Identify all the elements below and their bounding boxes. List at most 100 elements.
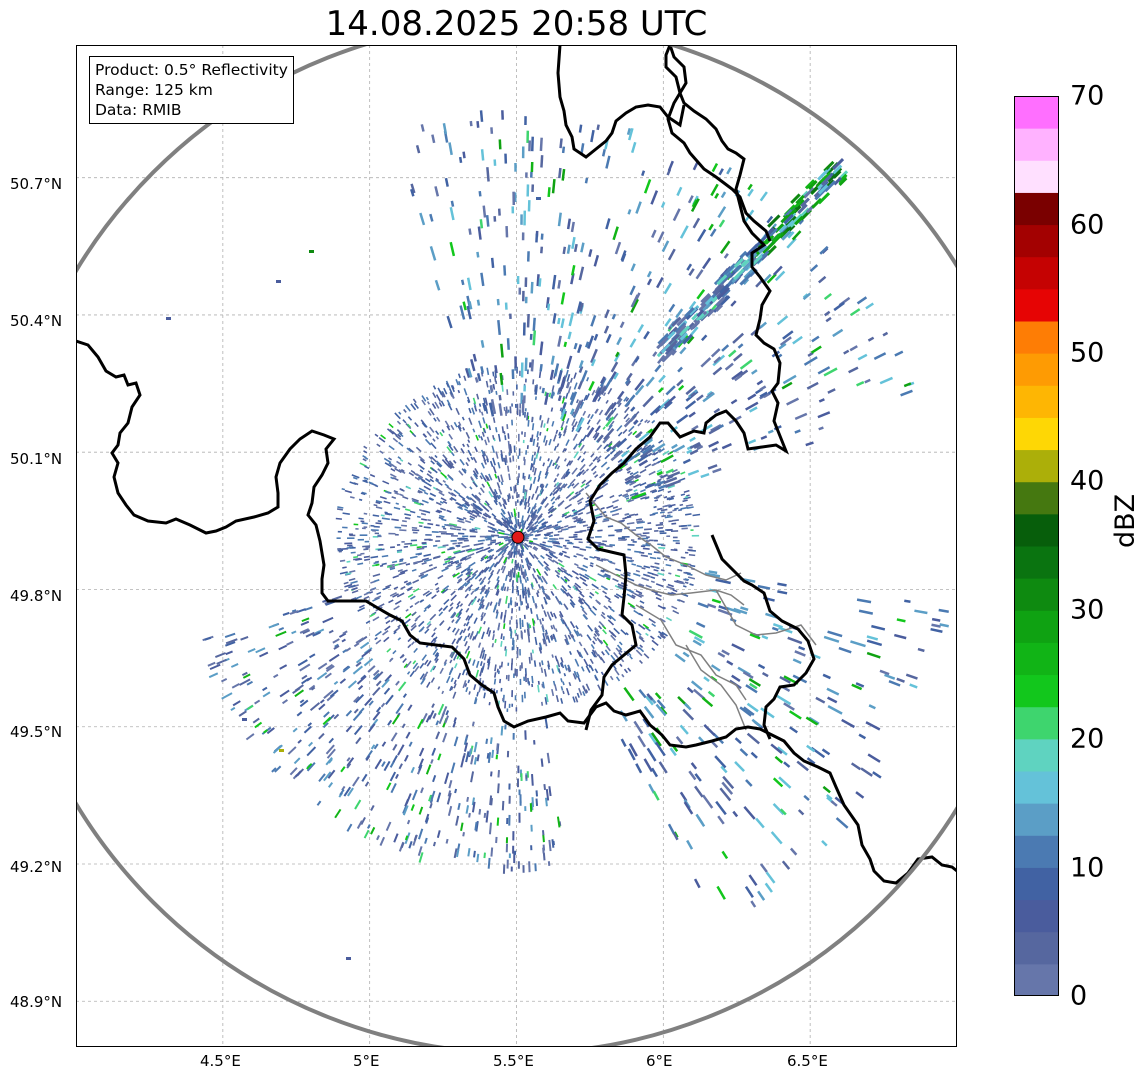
- echo-cell: [600, 585, 608, 591]
- echo-cell: [415, 552, 423, 556]
- echo-cell: [384, 674, 393, 683]
- echo-cell: [411, 529, 420, 532]
- echo-cell: [399, 493, 404, 497]
- echo-cell: [511, 658, 514, 665]
- echo-cell: [476, 299, 481, 306]
- echo-cell: [595, 515, 603, 519]
- echo-cell: [618, 468, 623, 473]
- echo-cell: [628, 589, 634, 593]
- echo-cell: [731, 674, 741, 682]
- echo-cell: [540, 155, 544, 168]
- echo-cell: [456, 578, 463, 584]
- echo-cell: [606, 446, 613, 453]
- echo-cell: [408, 741, 413, 747]
- echo-cell: [520, 515, 524, 524]
- echo-cell: [522, 865, 525, 873]
- echo-cell: [353, 696, 360, 703]
- echo-cell: [580, 605, 585, 610]
- echo-cell: [374, 671, 384, 681]
- echo-cell: [817, 366, 831, 375]
- echo-cell: [603, 558, 609, 562]
- echo-cell: [567, 667, 571, 673]
- echo-cell: [577, 511, 584, 516]
- echo-cell: [626, 372, 633, 381]
- echo-cell: [779, 675, 791, 684]
- echo-cell: [346, 762, 352, 769]
- radar-map[interactable]: [76, 45, 957, 1047]
- echo-cell: [772, 777, 784, 788]
- echo-cell: [402, 520, 407, 523]
- echo-cell: [564, 528, 569, 531]
- echo-cell: [629, 480, 635, 484]
- echo-cell: [600, 569, 605, 573]
- echo-cell: [771, 232, 782, 243]
- echo-cell: [387, 719, 393, 726]
- echo-cell: [426, 620, 432, 626]
- echo-cell: [714, 192, 720, 199]
- echo-cell: [688, 553, 696, 557]
- echo-cell: [564, 634, 569, 641]
- echo-cell: [448, 142, 453, 156]
- echo-cell: [481, 516, 487, 521]
- echo-cell: [671, 605, 678, 610]
- echo-cell: [609, 607, 615, 613]
- echo-cell: [866, 635, 879, 641]
- echo-cell: [525, 775, 528, 780]
- echo-cell: [445, 675, 451, 684]
- colorbar-segment: [1014, 674, 1059, 708]
- echo-cell: [555, 481, 560, 486]
- echo-cell: [531, 454, 534, 462]
- echo-cell: [358, 707, 365, 714]
- echo-cell: [652, 790, 660, 801]
- echo-cell: [417, 846, 423, 856]
- echo-cell: [443, 585, 450, 591]
- echo-cell: [508, 516, 512, 523]
- echo-cell: [434, 279, 441, 291]
- echo-cell: [459, 557, 467, 562]
- echo-cell: [772, 265, 783, 276]
- echo-cell: [564, 448, 568, 452]
- echo-cell: [522, 535, 530, 539]
- echo-cell: [469, 120, 473, 127]
- echo-cell: [609, 614, 617, 622]
- echo-cell: [542, 541, 546, 544]
- echo-cell: [556, 574, 560, 579]
- echo-cell: [619, 663, 623, 668]
- echo-cell: [417, 560, 424, 563]
- echo-cell: [817, 192, 831, 205]
- echo-cell: [562, 246, 567, 255]
- echo-cell: [520, 773, 523, 781]
- echo-cell: [469, 486, 473, 490]
- echo-cell: [481, 576, 487, 583]
- echo-cell: [594, 513, 601, 518]
- echo-cell: [525, 533, 532, 537]
- echo-cell: [457, 562, 463, 566]
- echo-cell: [515, 551, 518, 555]
- echo-cell: [560, 484, 565, 489]
- echo-cell: [334, 808, 342, 819]
- echo-cell: [455, 407, 460, 415]
- echo-cell: [538, 470, 542, 478]
- echo-cell: [523, 210, 527, 226]
- echo-cell: [643, 444, 648, 448]
- echo-cell: [651, 490, 658, 494]
- radar-site-marker[interactable]: [511, 530, 525, 544]
- echo-cell: [838, 646, 852, 654]
- echo-cell: [526, 184, 530, 197]
- echo-cell: [208, 672, 219, 679]
- echo-cell: [347, 544, 353, 547]
- echo-cell: [502, 503, 507, 510]
- echo-cell: [482, 649, 486, 653]
- echo-cell: [483, 459, 487, 465]
- echo-cell: [545, 629, 548, 635]
- echo-cell: [361, 522, 368, 525]
- echo-cell: [611, 512, 620, 517]
- echo-cell: [420, 419, 424, 424]
- echo-cell: [667, 160, 674, 172]
- echo-cell: [860, 767, 873, 777]
- echo-cell: [446, 315, 453, 329]
- echo-cell: [434, 401, 440, 409]
- echo-cell: [569, 632, 574, 638]
- echo-cell: [377, 534, 381, 537]
- echo-cell: [262, 686, 268, 692]
